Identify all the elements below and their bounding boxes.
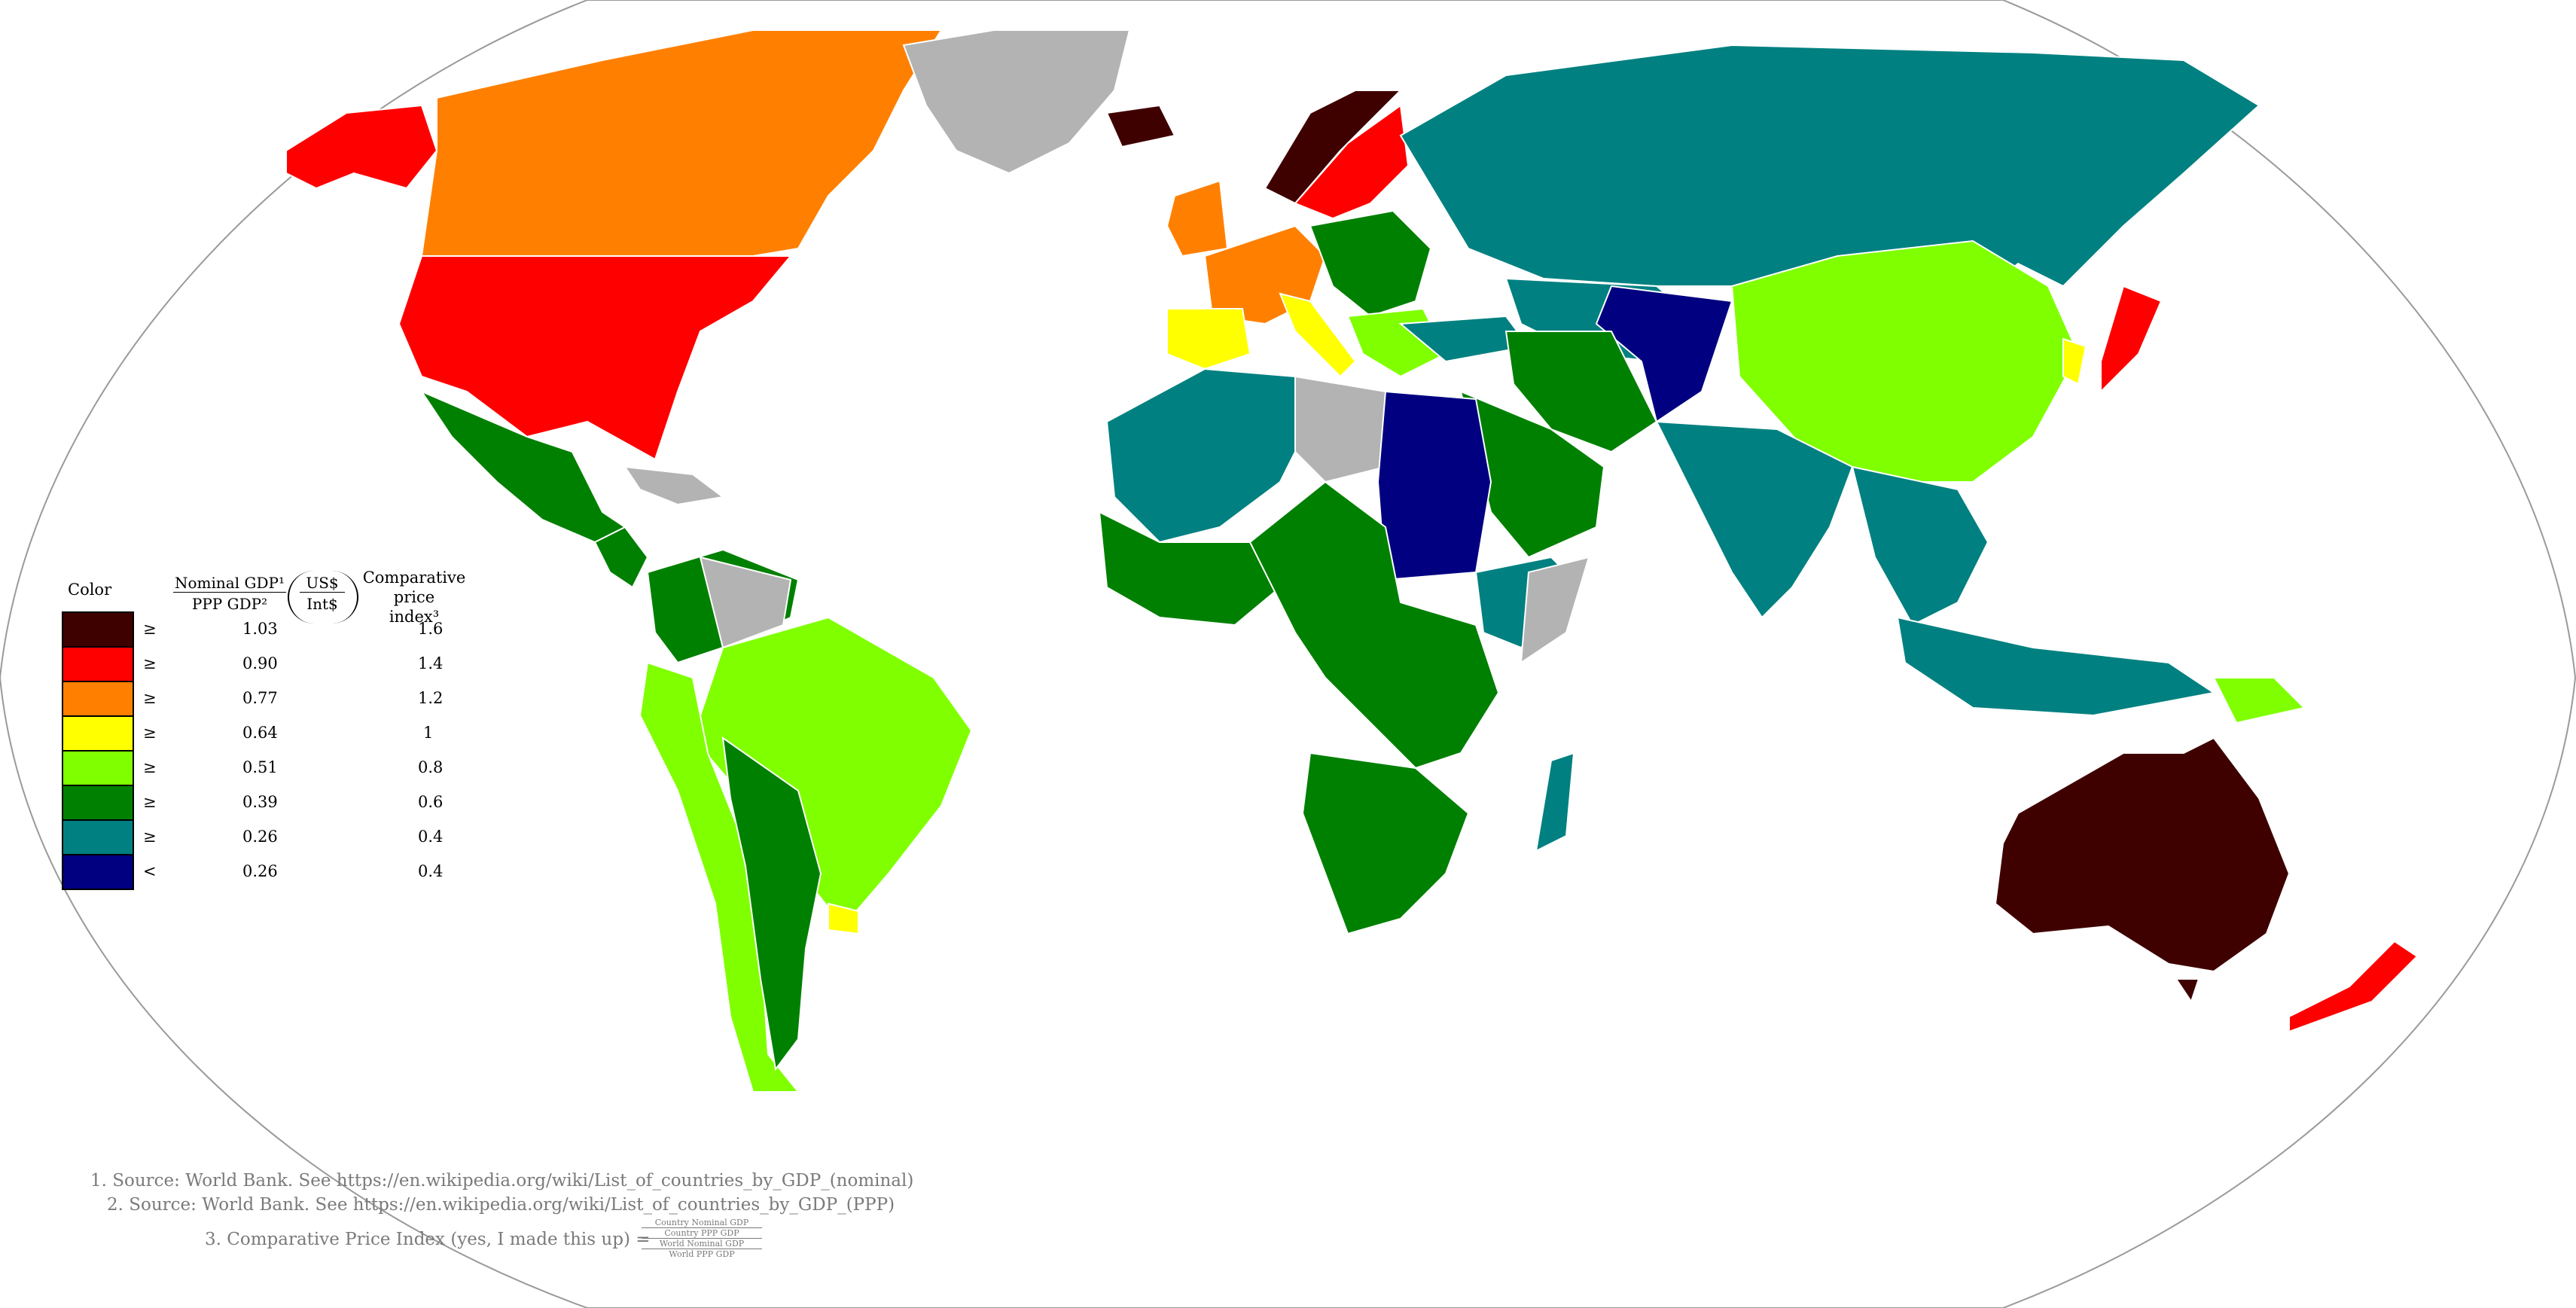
legend-index: 0.8 [418, 758, 444, 776]
region-china [1730, 239, 2080, 483]
index-header-line2: index³ [389, 608, 440, 626]
region-central-america [593, 526, 649, 589]
region-russia [1399, 44, 2260, 303]
legend-ratio: 1.03 [242, 620, 278, 638]
legend-swatch [63, 613, 133, 648]
legend-index-header: Comparative price index³ [346, 568, 482, 627]
footnote-1: 1. Source: World Bank. See https://en.wi… [90, 1171, 914, 1191]
ratio-denominator: PPP GDP² [191, 595, 268, 613]
legend-index: 0.4 [418, 828, 444, 846]
footnote-3-formula: Country Nominal GDP Country PPP GDP Worl… [642, 1218, 762, 1259]
legend-color-header: Color [68, 581, 112, 599]
legend-index: 0.4 [418, 862, 444, 880]
legend-op: ≥ [143, 724, 157, 742]
region-uruguay [828, 902, 859, 935]
ratio-parentheses [288, 571, 358, 624]
region-iberia [1166, 308, 1251, 370]
formula-country-ppp: Country PPP GDP [642, 1227, 762, 1238]
region-iran [1504, 331, 1658, 453]
region-greenland [902, 29, 1131, 175]
ratio-unit-numerator: US$ [300, 574, 345, 593]
region-bolivia-argentina [721, 736, 822, 1072]
legend-op: ≥ [143, 689, 157, 707]
legend-op: ≥ [143, 620, 157, 638]
legend-index: 1 [423, 724, 434, 742]
region-indonesia [1896, 616, 2216, 717]
region-guianas [699, 556, 792, 649]
region-uk-ireland [1166, 179, 1229, 258]
region-southeast-asia [1851, 465, 1989, 627]
legend-ratio: 0.51 [242, 758, 278, 776]
legend-ratio: 0.26 [242, 828, 278, 846]
region-libya [1294, 375, 1386, 483]
region-peru-chile [639, 661, 800, 1093]
legend-ratio: 0.26 [242, 862, 278, 880]
legend-swatch [63, 682, 133, 717]
region-central-africa [1248, 480, 1500, 770]
legend-op: ≥ [143, 793, 157, 811]
legend-ratio: 0.39 [242, 793, 278, 811]
index-header-line1: Comparative price [362, 569, 466, 606]
legend-index: 0.6 [418, 793, 444, 811]
footnote-3: 3. Comparative Price Index (yes, I made … [205, 1230, 651, 1249]
region-india [1655, 420, 1854, 619]
legend-swatch [63, 821, 133, 855]
ratio-numerator: Nominal GDP¹ [173, 574, 286, 593]
region-west-africa [1098, 511, 1282, 627]
legend-op: ≥ [143, 654, 157, 672]
legend: Color Nominal GDP¹ PPP GDP² US$ Int$ Com… [45, 557, 527, 904]
region-somalia [1520, 556, 1590, 664]
region-alaska [285, 104, 438, 190]
footnote-2: 2. Source: World Bank. See https://en.wi… [107, 1195, 895, 1215]
region-sweden-finland [1294, 104, 1410, 220]
legend-ratio-header: Nominal GDP¹ PPP GDP² US$ Int$ [173, 565, 384, 633]
region-usa [398, 255, 793, 461]
formula-country-nominal: Country Nominal GDP [654, 1218, 749, 1227]
region-korea-taiwan [2062, 337, 2087, 386]
legend-index: 1.6 [418, 620, 444, 638]
region-southern-africa [1301, 752, 1470, 935]
legend-ratio: 0.64 [242, 724, 278, 742]
legend-swatches [62, 611, 134, 890]
region-australia [1994, 736, 2291, 973]
region-new-zealand [2288, 940, 2419, 1033]
formula-world-nominal: World Nominal GDP [642, 1238, 762, 1249]
ratio-unit-denominator: Int$ [306, 595, 338, 613]
legend-ratio: 0.90 [242, 654, 278, 672]
region-egypt-sudan [1376, 390, 1492, 581]
region-madagascar [1535, 752, 1575, 852]
legend-swatch [63, 752, 133, 786]
region-png [2212, 677, 2306, 724]
region-japan [2100, 285, 2163, 394]
region-north-africa-west [1105, 367, 1312, 544]
region-tasmania [2175, 978, 2200, 1004]
formula-world-ppp: World PPP GDP [642, 1249, 762, 1259]
legend-index: 1.4 [418, 654, 444, 672]
region-caribbean [623, 465, 725, 506]
legend-ratio: 0.77 [242, 689, 278, 707]
region-central-europe [1309, 209, 1432, 318]
legend-swatch [63, 786, 133, 821]
legend-swatch [63, 648, 133, 682]
legend-swatch [63, 717, 133, 752]
legend-op: ≥ [143, 828, 157, 846]
region-italy [1279, 292, 1357, 378]
legend-op: < [143, 862, 157, 880]
region-iceland [1105, 104, 1176, 148]
region-canada [420, 29, 943, 257]
legend-swatch [63, 855, 133, 889]
legend-op: ≥ [143, 758, 157, 776]
legend-index: 1.2 [418, 689, 444, 707]
region-arabia [1459, 390, 1605, 559]
